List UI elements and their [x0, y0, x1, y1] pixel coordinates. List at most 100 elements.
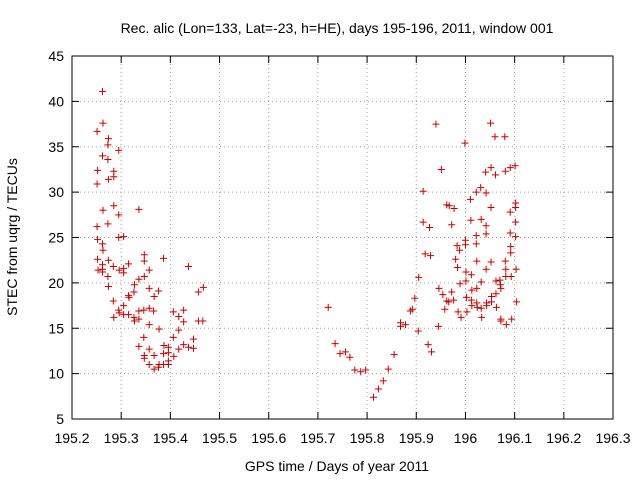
data-point — [468, 286, 476, 294]
data-point — [135, 307, 143, 315]
data-point — [441, 305, 449, 313]
data-point — [145, 345, 153, 353]
data-point — [401, 321, 409, 329]
x-tick-label: 195.8 — [350, 430, 385, 446]
data-point — [379, 377, 387, 385]
data-point — [341, 348, 349, 356]
data-point — [411, 294, 419, 302]
data-point — [488, 298, 496, 306]
x-tick-label: 195.3 — [104, 430, 139, 446]
data-point — [140, 354, 148, 362]
data-point — [426, 224, 434, 232]
data-point — [155, 325, 163, 333]
data-point — [477, 304, 485, 312]
data-point — [145, 266, 153, 274]
data-point — [482, 189, 490, 197]
data-point — [450, 296, 458, 304]
data-point — [164, 349, 172, 357]
data-point — [428, 348, 436, 356]
data-point — [506, 208, 514, 216]
data-point — [115, 211, 123, 219]
data-point — [150, 307, 158, 315]
data-point — [189, 335, 197, 343]
data-points — [93, 87, 521, 401]
data-point — [351, 366, 359, 374]
x-tick-label: 196 — [454, 430, 478, 446]
data-point — [130, 288, 138, 296]
data-point — [140, 306, 148, 314]
data-point — [110, 202, 118, 210]
y-tick-label: 25 — [48, 230, 64, 246]
data-point — [164, 361, 172, 369]
data-point — [454, 308, 462, 316]
data-point — [477, 184, 485, 192]
data-point — [462, 293, 470, 301]
data-point — [104, 256, 112, 264]
data-point — [175, 326, 183, 334]
data-point — [462, 268, 470, 276]
data-point — [511, 162, 519, 170]
data-point — [466, 195, 474, 203]
data-point — [456, 280, 464, 288]
y-tick-label: 45 — [48, 48, 64, 64]
data-point — [175, 312, 183, 320]
data-point — [145, 361, 153, 369]
data-point — [169, 333, 177, 341]
data-point — [93, 223, 101, 231]
data-point — [115, 146, 123, 154]
data-point — [140, 333, 148, 341]
y-tick-label: 10 — [48, 366, 64, 382]
data-point — [98, 152, 106, 160]
data-point — [477, 215, 485, 223]
data-point — [145, 304, 153, 312]
data-point — [189, 344, 197, 352]
data-point — [452, 255, 460, 263]
data-point — [502, 265, 510, 273]
data-point — [473, 257, 481, 265]
y-tick-label: 5 — [56, 411, 64, 427]
data-point — [104, 220, 112, 228]
data-point — [497, 315, 505, 323]
data-point — [473, 303, 481, 311]
data-point — [104, 135, 112, 143]
x-tick-label: 196.1 — [497, 430, 532, 446]
data-point — [150, 351, 158, 359]
data-point — [180, 306, 188, 314]
data-point — [463, 308, 471, 316]
data-point — [482, 230, 490, 238]
data-point — [180, 341, 188, 349]
data-point — [461, 139, 469, 147]
data-point — [125, 293, 133, 301]
x-tick-label: 196.3 — [595, 430, 630, 446]
data-point — [140, 251, 148, 259]
data-point — [185, 343, 193, 351]
data-point — [99, 206, 107, 214]
data-point — [448, 221, 456, 229]
data-point — [104, 175, 112, 183]
data-point — [501, 133, 509, 141]
data-point — [506, 164, 514, 172]
data-point — [482, 168, 490, 176]
data-point — [336, 350, 344, 358]
data-point — [130, 317, 138, 325]
x-tick-label: 195.9 — [399, 430, 434, 446]
data-point — [415, 273, 423, 281]
data-point — [125, 260, 133, 268]
data-point — [501, 257, 509, 265]
data-point — [502, 321, 510, 329]
data-point — [508, 315, 516, 323]
data-point — [150, 365, 158, 373]
data-point — [453, 242, 461, 250]
data-point — [135, 315, 143, 323]
data-point — [120, 233, 128, 241]
data-point — [130, 281, 138, 289]
data-point — [384, 365, 392, 373]
data-point — [140, 257, 148, 265]
data-point — [483, 302, 491, 310]
data-point — [324, 303, 332, 311]
data-point — [93, 180, 101, 188]
data-point — [497, 284, 505, 292]
axis-ticks — [71, 55, 614, 420]
data-point — [434, 322, 442, 330]
data-point — [467, 271, 475, 279]
